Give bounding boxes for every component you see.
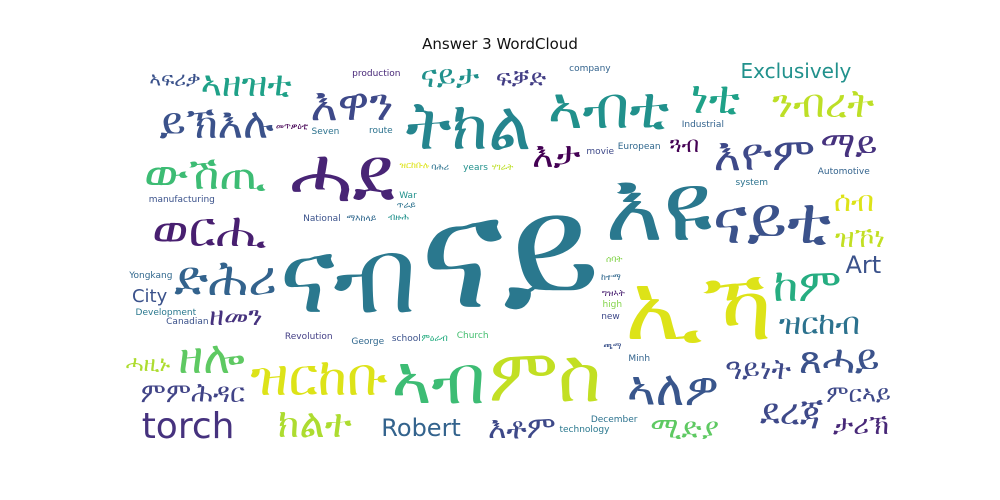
word-cloud-word: ይኽእሉ <box>159 99 274 150</box>
word-cloud-word: ባሕሪ <box>431 163 449 174</box>
word-cloud-word: ዝኾነ <box>835 223 885 255</box>
word-cloud-word: እቶም <box>488 410 556 446</box>
word-cloud-word: ኢኻ <box>625 252 773 362</box>
word-cloud-word: National <box>303 213 341 224</box>
word-cloud-word: ዝርከቡሉ <box>399 161 430 172</box>
word-cloud-word: Robert <box>381 413 461 442</box>
word-cloud-word: ንብረት <box>772 80 875 127</box>
word-cloud-word: እዩ <box>605 149 713 264</box>
word-cloud-word: ሓዚኑ <box>125 352 171 378</box>
word-cloud-word: ማእከላይ <box>346 213 377 224</box>
word-cloud-word: ትክል <box>405 87 532 167</box>
word-cloud-word: እዋን <box>310 76 394 131</box>
word-cloud-word: December <box>590 414 638 425</box>
word-cloud-word: Art <box>845 251 882 280</box>
word-cloud-word: ምዕራብ <box>421 333 448 344</box>
word-cloud-word: Church <box>456 331 489 342</box>
word-cloud-word: ከተማ <box>601 273 621 284</box>
word-cloud-word: ምርኣይ <box>826 380 891 409</box>
word-cloud-word: ሃገራት <box>491 162 514 173</box>
word-cloud-word: መጥቃዕቲ <box>275 122 308 133</box>
word-cloud-word: ጓብ <box>669 133 700 159</box>
word-cloud-word: ዝርከቡ <box>250 346 388 408</box>
word-cloud-word: ታሪኽ <box>833 410 889 442</box>
word-cloud-word: ክልተ <box>277 401 352 446</box>
word-cloud-word: Automotive <box>817 167 870 177</box>
word-cloud-word: ውሽጢ <box>144 145 266 200</box>
word-cloud-word: ፍቓድ <box>495 64 547 93</box>
word-cloud-word: ከም <box>772 257 842 312</box>
word-cloud-word: company <box>569 63 611 74</box>
word-cloud-word: technology <box>559 424 610 435</box>
word-cloud-word: ሚድያ <box>650 411 720 446</box>
word-cloud-word: ጥራይ <box>396 200 416 211</box>
word-cloud-word: George <box>351 336 385 347</box>
word-cloud-word: high <box>602 299 623 310</box>
word-cloud-word: Minh <box>628 354 651 365</box>
word-cloud-word: Canadian <box>166 317 209 328</box>
word-cloud-word: school <box>391 333 421 344</box>
word-cloud-word: እታ <box>532 134 581 176</box>
word-cloud-word: Seven <box>311 126 340 137</box>
word-cloud-word: ወርሒ <box>152 201 267 259</box>
word-cloud-word: ናይ <box>419 161 601 345</box>
word-cloud-word: ናብ <box>279 215 417 338</box>
word-cloud-word: ኣብ <box>391 340 486 420</box>
word-cloud-word: ዓይነት <box>725 351 792 386</box>
word-cloud-word: ደረጃ <box>760 392 824 434</box>
word-cloud-word: Development <box>135 307 197 318</box>
word-cloud-word: manufacturing <box>148 194 215 205</box>
word-cloud: ናይ ናብ እዩ ኢኻ ሓደ ምስ ትክል ኣብ ናይቲ ኣብቲ ዝርከቡ ድሕሪ ኣለዎ ወርሒ ውሽጢ እ… <box>125 60 895 446</box>
word-cloud-word: ዝርከብ <box>778 305 860 342</box>
word-cloud-word: ምስ <box>488 332 602 419</box>
word-cloud-word: ጫማ <box>603 342 622 353</box>
word-cloud-word: Exclusively <box>740 60 852 83</box>
word-cloud-word: ጸሓይ <box>798 336 880 383</box>
word-cloud-word: ነቲ <box>690 69 740 124</box>
word-cloud-word: ብዙሕ <box>388 213 409 224</box>
word-cloud-word: system <box>735 178 768 189</box>
word-cloud-word: torch <box>141 406 235 446</box>
word-cloud-word: ሓደ <box>289 130 395 220</box>
word-cloud-word: ኣለዎ <box>626 360 719 418</box>
word-cloud-word: movie <box>586 146 614 157</box>
word-cloud-word: years <box>463 163 488 173</box>
word-cloud-word: War <box>399 191 417 202</box>
word-cloud-word: ግዝኣት <box>601 288 625 299</box>
word-cloud-word: ናይቲ <box>712 183 832 259</box>
word-cloud-word: ናይታ <box>420 60 480 95</box>
word-cloud-word: route <box>368 125 393 136</box>
word-cloud-word: ማይ <box>820 125 878 167</box>
word-cloud-word: new <box>601 312 620 323</box>
word-cloud-word: እዮም <box>713 126 816 181</box>
word-cloud-word: ድሕሪ <box>174 250 277 308</box>
word-cloud-word: production <box>352 68 401 79</box>
word-cloud-word: ኣዘዝቲ <box>200 64 292 106</box>
word-cloud-word: ሰባት <box>605 254 623 265</box>
word-cloud-word: Industrial <box>681 120 724 131</box>
word-cloud-word: ኣብቲ <box>547 72 670 142</box>
word-cloud-word: Yongkang <box>129 270 173 281</box>
word-cloud-word: Revolution <box>284 331 333 342</box>
word-cloud-word: ዘመን <box>209 301 263 333</box>
word-cloud-word: ኣፍሪቃ <box>149 67 201 92</box>
word-cloud-word: City <box>131 285 168 307</box>
word-cloud-word: European <box>617 142 661 153</box>
word-cloud-word: ምምሕዳር <box>140 378 245 410</box>
word-cloud-word: ዘሎ <box>178 329 245 384</box>
word-cloud-word: ሰብ <box>833 184 875 219</box>
chart-title: Answer 3 WordCloud <box>422 35 578 53</box>
